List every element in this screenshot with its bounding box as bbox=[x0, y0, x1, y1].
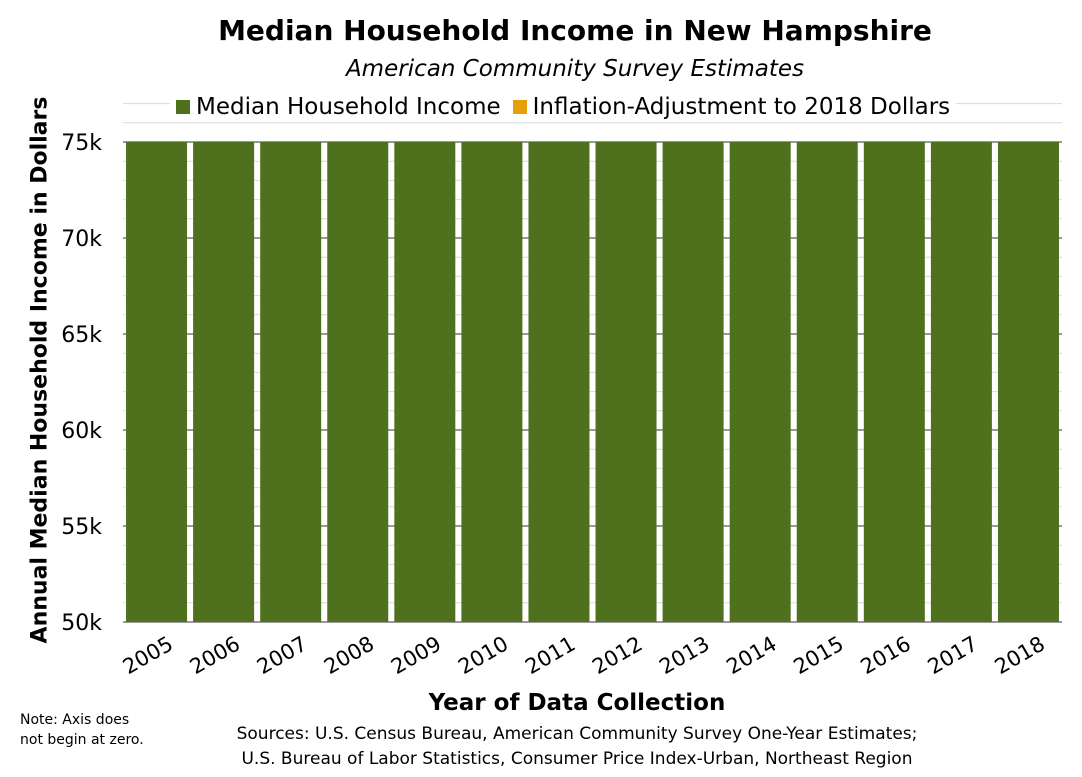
chart-title: Median Household Income in New Hampshire bbox=[218, 14, 932, 47]
bar-median-income bbox=[528, 142, 590, 622]
legend-item-median: Median Household Income bbox=[176, 94, 501, 120]
x-tick-label: 2015 bbox=[789, 632, 847, 680]
y-tick-label: 70k bbox=[61, 227, 102, 252]
x-tick-label: 2013 bbox=[655, 632, 713, 680]
y-tick-label: 55k bbox=[61, 515, 102, 540]
legend-swatch bbox=[176, 100, 190, 114]
bar-median-income bbox=[595, 142, 657, 622]
y-tick-label: 60k bbox=[61, 419, 102, 444]
x-tick-label: 2010 bbox=[454, 632, 512, 680]
y-tick-label: 50k bbox=[61, 611, 102, 636]
x-tick-label: 2017 bbox=[924, 632, 982, 680]
x-tick-label: 2006 bbox=[186, 632, 244, 680]
chart-subtitle: American Community Survey Estimates bbox=[345, 56, 805, 82]
sources-line-1: Sources: U.S. Census Bureau, American Co… bbox=[236, 724, 918, 744]
bar-median-income bbox=[729, 142, 791, 622]
bar-median-income bbox=[394, 142, 456, 622]
bar-median-income bbox=[260, 142, 322, 622]
legend-item-inflation: Inflation-Adjustment to 2018 Dollars bbox=[512, 94, 951, 120]
bar-median-income bbox=[930, 142, 992, 622]
y-axis-title: Annual Median Household Income in Dollar… bbox=[27, 96, 53, 644]
bar-median-income bbox=[193, 142, 255, 622]
bar-median-income bbox=[796, 142, 858, 622]
note-line: not begin at zero. bbox=[20, 732, 144, 748]
legend: Median Household Income Inflation-Adjust… bbox=[170, 94, 957, 120]
x-tick-label: 2005 bbox=[119, 632, 177, 680]
bar-median-income bbox=[126, 142, 188, 622]
bar-median-income bbox=[327, 142, 389, 622]
bar-median-income bbox=[863, 142, 925, 622]
y-tick-label: 75k bbox=[61, 131, 102, 156]
x-axis-title: Year of Data Collection bbox=[428, 690, 726, 716]
x-tick-label: 2014 bbox=[722, 632, 780, 680]
x-tick-label: 2012 bbox=[588, 632, 646, 680]
note-line: Note: Axis does bbox=[20, 712, 130, 728]
bar-median-income bbox=[461, 142, 523, 622]
legend-swatch bbox=[512, 100, 527, 114]
x-tick-label: 2008 bbox=[320, 632, 378, 680]
axis-note: Note: Axis does not begin at zero. bbox=[20, 710, 160, 750]
x-tick-label: 2009 bbox=[387, 632, 445, 680]
legend-label: Median Household Income bbox=[196, 94, 501, 120]
legend-label: Inflation-Adjustment to 2018 Dollars bbox=[532, 94, 951, 120]
x-tick-label: 2018 bbox=[991, 632, 1049, 680]
sources-line-2: U.S. Bureau of Labor Statistics, Consume… bbox=[241, 749, 913, 769]
x-tick-label: 2007 bbox=[253, 632, 311, 680]
bar-median-income bbox=[662, 142, 724, 622]
x-tick-label: 2011 bbox=[521, 632, 579, 680]
y-tick-label: 65k bbox=[61, 323, 102, 348]
x-tick-label: 2016 bbox=[857, 632, 915, 680]
bar-median-income bbox=[997, 142, 1059, 622]
